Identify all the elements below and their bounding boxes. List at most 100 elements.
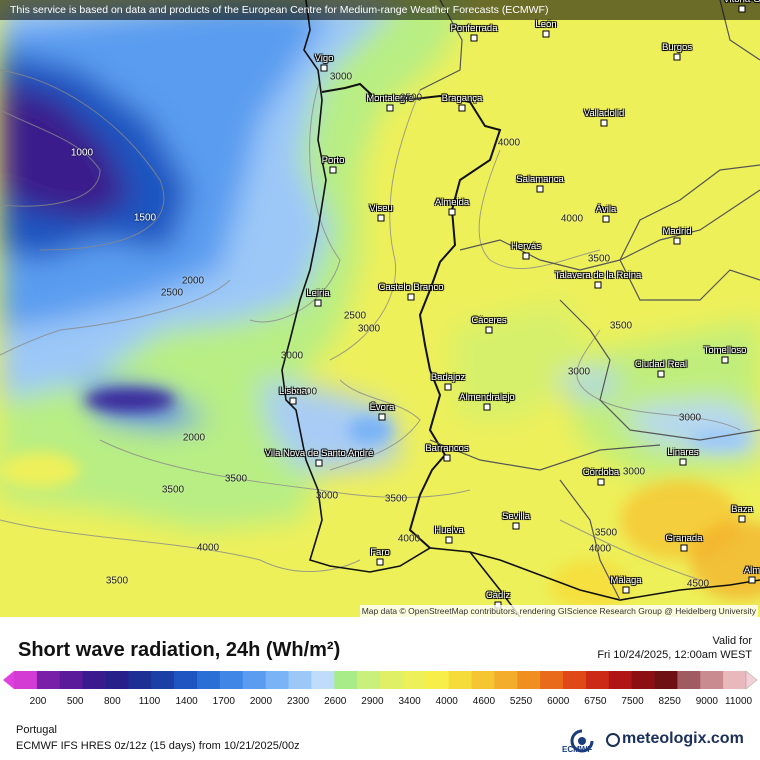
- isoline-label: 2500: [160, 287, 184, 299]
- city-marker: [458, 104, 466, 112]
- city-marker: [329, 166, 337, 174]
- isoline-label: 2000: [181, 275, 205, 287]
- city-marker: [738, 515, 746, 523]
- isoline-label: 3500: [105, 575, 129, 587]
- city-label: Ponferrada: [450, 23, 498, 34]
- isoline-label: 1000: [70, 147, 94, 159]
- city-label: Burgos: [661, 42, 693, 53]
- city-marker: [622, 586, 630, 594]
- model-info: ECMWF IFS HRES 0z/12z (15 days) from 10/…: [16, 740, 300, 752]
- scale-cell: [151, 671, 175, 689]
- scale-tick-label: 4000: [435, 696, 458, 707]
- region-label: Portugal: [16, 724, 57, 736]
- coastline: [281, 0, 760, 617]
- scale-tick-label: 3400: [398, 696, 421, 707]
- scale-cell: [36, 671, 61, 689]
- city-label: Valladolid: [583, 108, 625, 119]
- isoline-label: 2500: [343, 310, 367, 322]
- city-label: Cáceres: [471, 315, 507, 326]
- scale-tick-label: 800: [103, 696, 121, 707]
- scale-tick-label: 2000: [249, 696, 273, 707]
- isoline-label: 3500: [294, 386, 318, 398]
- city-label: Huelva: [434, 525, 464, 536]
- city-label: Linares: [667, 447, 699, 458]
- isoline-label: 3000: [678, 412, 702, 424]
- scale-ticks: 200 500 800 1100 1400 1700 2000 2300 2600 2900 340…: [0, 696, 760, 710]
- city-marker: [470, 34, 478, 42]
- city-marker: [600, 119, 608, 127]
- city-label: Hervás: [510, 241, 542, 252]
- scale-cell: [288, 671, 312, 689]
- radiation-map[interactable]: This service is based on data and produc…: [0, 0, 760, 617]
- city-label: Montalegre: [366, 93, 414, 104]
- scale-cell: [197, 671, 221, 689]
- scale-cell: [311, 671, 335, 689]
- scale-cell: [608, 671, 633, 689]
- scale-tick-label: 1400: [175, 696, 198, 707]
- city-marker: [679, 458, 687, 466]
- isoline-label: 3000: [622, 466, 646, 478]
- city-label: Leiria: [306, 288, 330, 299]
- city-marker: [738, 5, 746, 13]
- city-label: Tomelloso: [703, 345, 747, 356]
- city-label: Lisboa: [279, 386, 307, 397]
- scale-tick-label: 1100: [138, 696, 161, 707]
- city-marker: [602, 215, 610, 223]
- isoline-label: 3500: [587, 253, 611, 265]
- city-marker: [673, 53, 681, 61]
- isoline-label: 3000: [329, 71, 353, 83]
- legend-title: Short wave radiation, 24h (Wh/m²): [18, 639, 341, 661]
- city-label: Vila Nova de Santo André: [264, 448, 374, 459]
- isoline-label: 3500: [399, 92, 423, 104]
- city-marker: [315, 459, 323, 467]
- scale-tick-label: 11000: [725, 696, 753, 707]
- city-label: Viseu: [369, 203, 393, 214]
- meteologix-logo-icon: [606, 733, 620, 747]
- city-label: Alm: [743, 565, 760, 576]
- scale-tick-label: 6000: [547, 696, 570, 707]
- scale-cell: [334, 671, 358, 689]
- city-label: Ávila: [595, 204, 617, 215]
- isoline-label: 3500: [224, 473, 248, 485]
- city-label: León: [535, 19, 557, 30]
- city-marker: [594, 281, 602, 289]
- city-label: Salamanca: [516, 174, 564, 185]
- scale-cell: [723, 671, 747, 689]
- isoline-label: 4500: [686, 578, 710, 590]
- city-marker: [314, 299, 322, 307]
- isoline-label: 4000: [397, 533, 421, 545]
- regional-boundaries: [419, 0, 760, 601]
- city-marker: [378, 413, 386, 421]
- scale-tick-label: 4600: [472, 696, 496, 707]
- isoline-label: 4000: [196, 542, 220, 554]
- scale-tick-label: 2600: [324, 696, 347, 707]
- city-label: Baza: [731, 504, 753, 515]
- city-label: Madrid: [662, 226, 692, 237]
- city-label: Vigo: [314, 53, 334, 64]
- city-marker: [542, 30, 550, 38]
- valid-date: Fri 10/24/2025, 12:00am WEST: [597, 649, 752, 661]
- scale-cell: [517, 671, 541, 689]
- data-source-banner: This service is based on data and produc…: [0, 0, 760, 20]
- city-label: Málaga: [610, 575, 642, 586]
- city-marker: [680, 544, 688, 552]
- city-marker: [386, 104, 394, 112]
- scale-cell: [59, 671, 84, 689]
- isolines: [0, 69, 741, 581]
- meteologix-brand[interactable]: meteologix.com: [622, 730, 744, 747]
- valid-for-label: Valid for: [712, 635, 752, 647]
- city-marker: [748, 576, 756, 584]
- map-attribution[interactable]: Map data © OpenStreetMap contributors, r…: [359, 605, 758, 617]
- isoline-label: 3500: [609, 320, 633, 332]
- city-marker: [376, 558, 384, 566]
- city-label: Ciudad Real: [634, 359, 688, 370]
- isoline-label: 4000: [588, 543, 612, 555]
- scale-cell: [677, 671, 701, 689]
- city-marker: [597, 478, 605, 486]
- scale-tick-label: 7500: [621, 696, 644, 707]
- city-marker: [485, 326, 493, 334]
- isoline-label: 3000: [357, 323, 381, 335]
- scale-cell: [448, 671, 473, 689]
- scale-cell: [402, 671, 427, 689]
- scale-cell: [471, 671, 495, 689]
